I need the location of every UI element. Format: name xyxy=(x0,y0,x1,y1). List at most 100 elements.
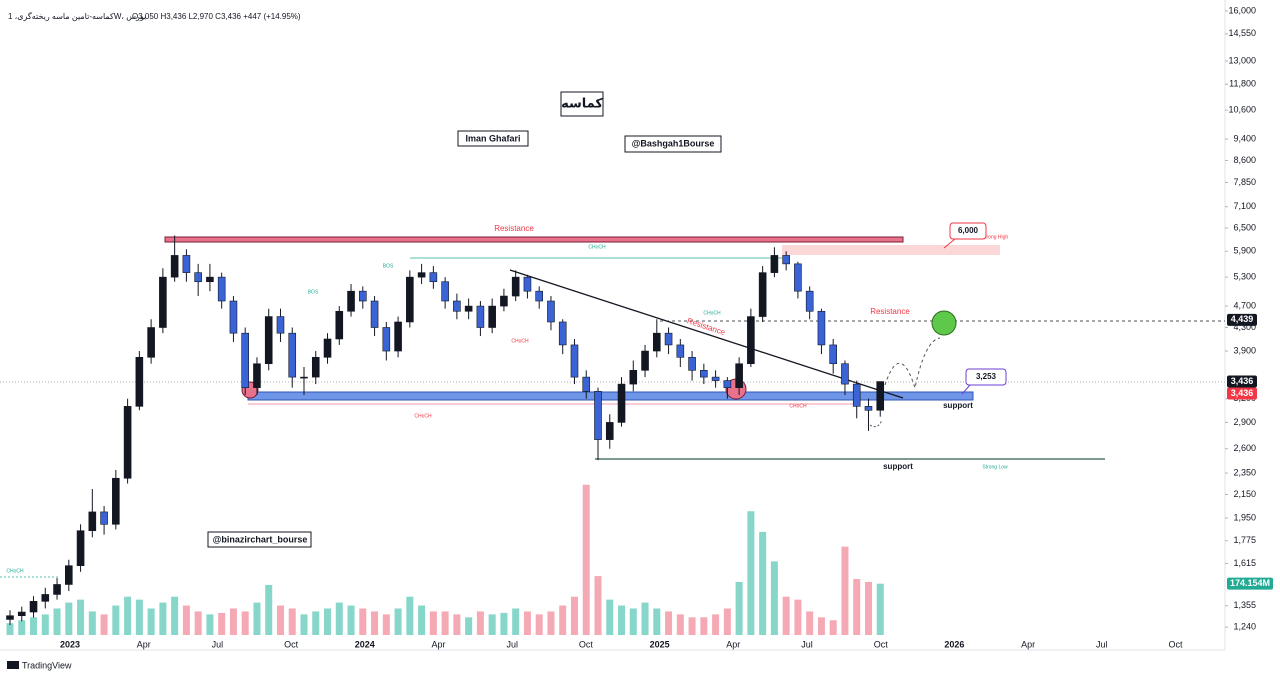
volume-bar xyxy=(817,617,825,635)
candle-body xyxy=(629,370,638,385)
candle-body xyxy=(523,276,532,292)
volume-bar xyxy=(229,608,237,635)
volume-bar xyxy=(500,612,508,635)
candle-body xyxy=(829,344,838,365)
candle-body xyxy=(758,272,767,317)
volume-bar xyxy=(606,599,614,635)
annotation: CHoCH xyxy=(414,413,432,419)
volume-bar xyxy=(864,581,872,635)
candle-body xyxy=(488,305,496,328)
strong-high-zone xyxy=(782,245,1000,255)
candle-body xyxy=(500,295,508,307)
candle-body xyxy=(17,611,26,617)
candle-body xyxy=(41,594,50,602)
candle-body xyxy=(641,350,649,371)
volume-bar xyxy=(371,611,379,635)
volume-bar xyxy=(559,605,567,635)
label-box xyxy=(207,531,312,548)
volume-bar xyxy=(218,612,226,635)
volume-bar xyxy=(641,602,649,635)
volume-bar xyxy=(418,605,426,635)
volume-bar xyxy=(488,614,496,635)
volume-bar xyxy=(665,611,673,635)
volume-bar xyxy=(324,608,332,635)
volume-bar xyxy=(429,611,437,635)
y-tick-label: 11,800 xyxy=(1229,79,1256,89)
volume-bar xyxy=(253,602,261,635)
volume-bar xyxy=(735,581,743,635)
candle-body xyxy=(182,255,191,273)
volume-bar xyxy=(300,614,308,635)
y-tick-label: 1,615 xyxy=(1233,558,1256,568)
candle-body xyxy=(382,327,391,352)
volume-bar xyxy=(171,596,179,635)
y-tick-label: 16,000 xyxy=(1228,5,1256,15)
candle-body xyxy=(253,363,261,388)
candle-body xyxy=(241,332,249,388)
candle-body xyxy=(605,422,614,440)
annotation: CHoCH xyxy=(6,568,24,574)
volume-bar xyxy=(512,608,520,635)
resistance-zone xyxy=(164,236,904,243)
candle-body xyxy=(594,390,602,440)
volume-bar xyxy=(629,608,637,635)
chart-title: کماسه-تامین ماسه ریخته‌گری، 1W، بورس xyxy=(8,11,146,21)
volume-bar xyxy=(794,599,802,635)
y-tick-label: 3,900 xyxy=(1233,345,1256,355)
candle-body xyxy=(76,530,85,566)
projection-path xyxy=(884,337,941,390)
callout xyxy=(961,384,971,395)
y-tick-label: 10,600 xyxy=(1228,105,1256,115)
y-tick-label: 4,700 xyxy=(1233,300,1256,310)
y-tick-label: 5,900 xyxy=(1233,246,1256,256)
x-tick-label: 2023 xyxy=(60,639,80,649)
volume-bar xyxy=(876,583,884,635)
candle-body xyxy=(464,305,473,312)
candle-body xyxy=(676,344,685,358)
candle-body xyxy=(688,356,696,371)
y-tick-label: 9,400 xyxy=(1233,133,1256,143)
logo xyxy=(7,661,19,669)
candle-body xyxy=(358,290,367,302)
volume-bar xyxy=(653,608,661,635)
volume-bar xyxy=(312,611,320,635)
volume-bar xyxy=(100,614,108,635)
x-tick-label: Jul xyxy=(801,639,813,649)
volume-bar xyxy=(782,596,790,635)
annotations: کماسه Iman Ghafari @Bashgah1Bourse @bina… xyxy=(6,91,1008,574)
label-box xyxy=(560,91,604,117)
candle-body xyxy=(582,376,591,392)
volume-bar xyxy=(347,605,355,635)
volume-bar xyxy=(676,614,684,635)
candle-body xyxy=(288,332,297,378)
volume-bar xyxy=(547,611,555,635)
price-badge xyxy=(1227,313,1257,326)
annotation: CHoCH xyxy=(588,244,606,250)
candle-body xyxy=(476,305,485,328)
volume-bar xyxy=(582,484,590,635)
candle-body xyxy=(264,316,273,365)
x-tick-label: 2024 xyxy=(355,639,375,649)
candle-body xyxy=(53,584,61,595)
annotation: support xyxy=(943,401,973,410)
volume-bar xyxy=(759,531,767,635)
candle-body xyxy=(570,344,579,378)
candle-body xyxy=(123,406,132,479)
volume-bar xyxy=(806,611,814,635)
annotation: Resistance xyxy=(870,307,910,316)
candle-body xyxy=(770,255,779,273)
x-tick-label: Oct xyxy=(874,639,889,649)
x-tick-label: Apr xyxy=(431,639,445,649)
label-box xyxy=(949,222,987,240)
candle-body xyxy=(617,383,626,423)
volume-bar xyxy=(77,599,85,635)
volume-bar xyxy=(523,611,531,635)
volume-bar xyxy=(182,605,190,635)
candle-body xyxy=(852,383,861,407)
volume-bar xyxy=(465,617,473,635)
volume-bar xyxy=(688,617,696,635)
trend-line xyxy=(509,269,904,399)
y-tick-label: 14,550 xyxy=(1228,28,1256,38)
x-tick-label: Apr xyxy=(726,639,740,649)
